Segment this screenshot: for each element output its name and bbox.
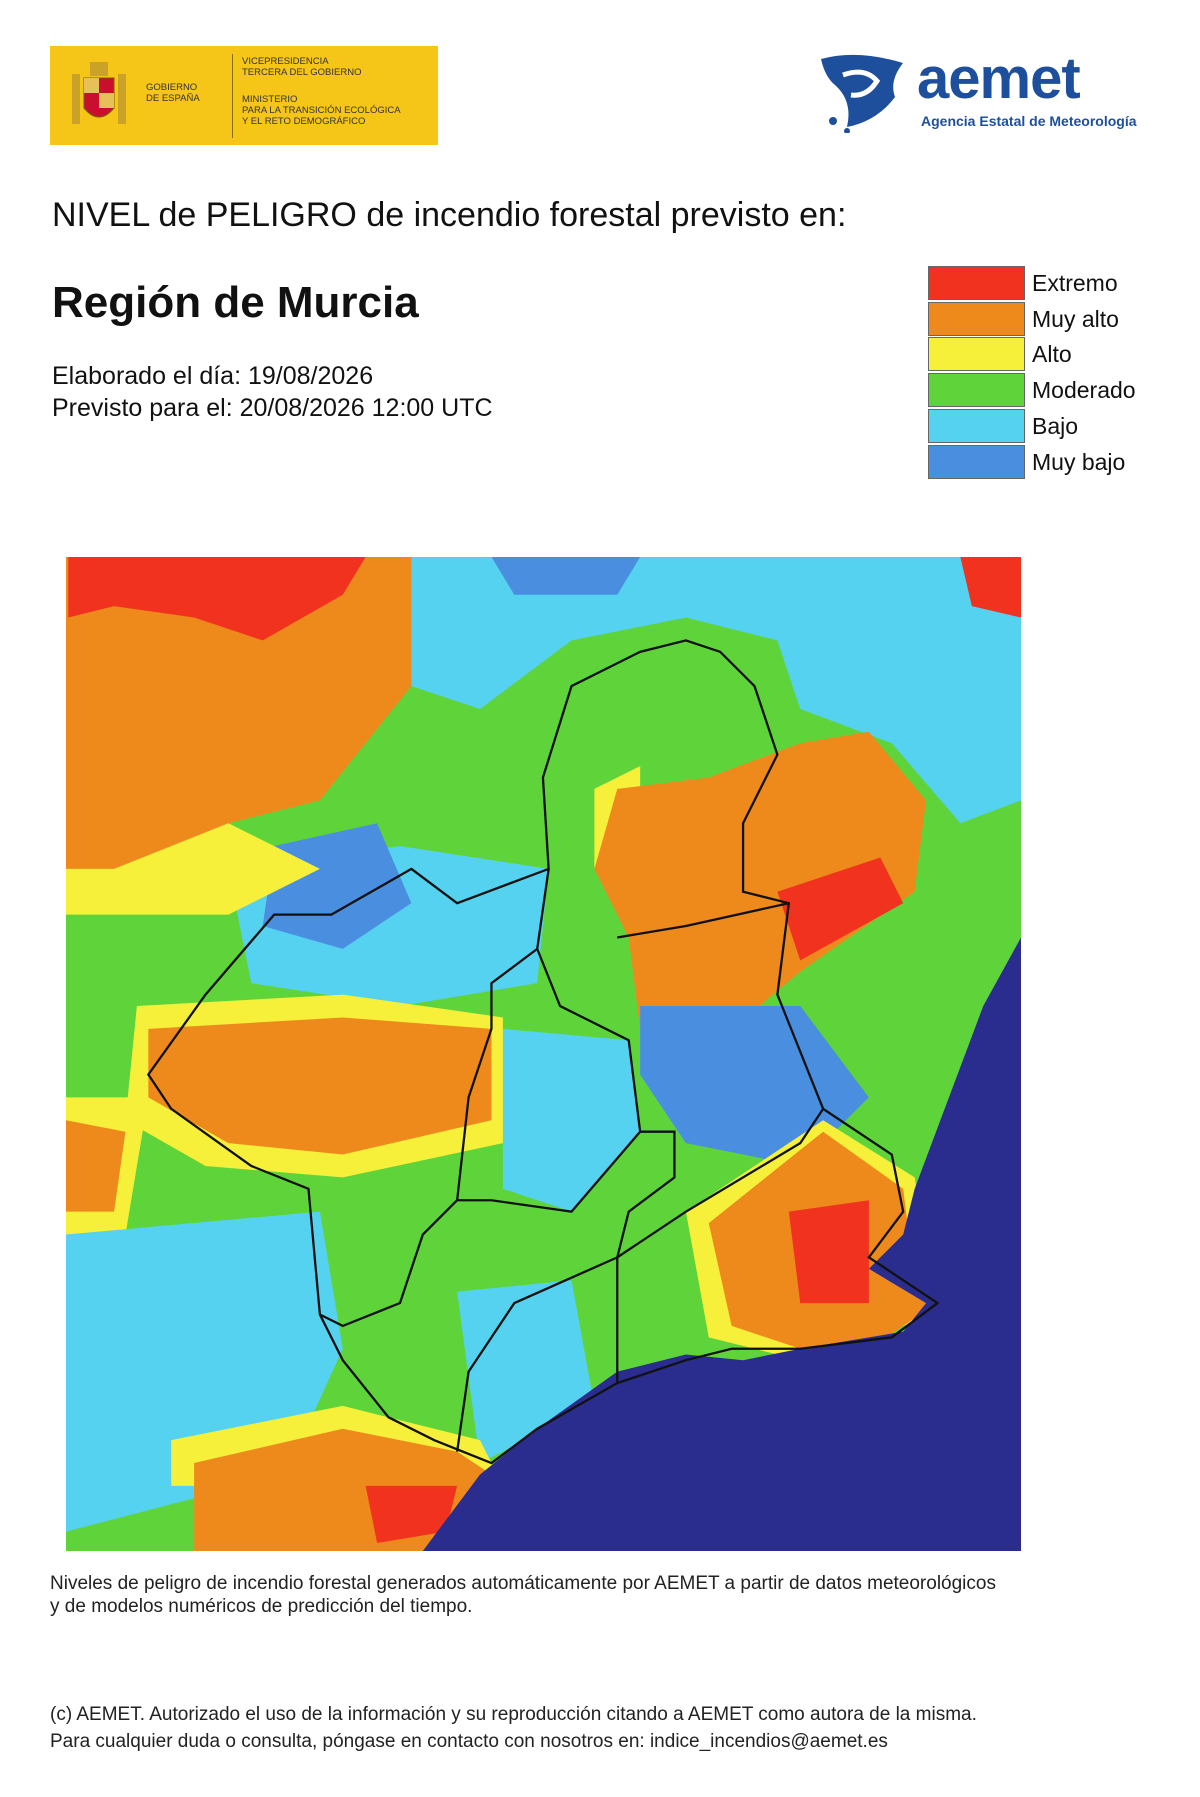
aemet-logo: aemet Agencia Estatal de Meteorología (817, 46, 1149, 133)
map-area (502, 1028, 641, 1212)
region-borders (146, 639, 940, 1465)
map-area (377, 557, 1021, 824)
coat-of-arms (72, 62, 126, 124)
map-area (68, 557, 366, 641)
legend-swatch (928, 444, 1025, 479)
legend-label: Extremo (1032, 270, 1118, 296)
gov-name-line: DE ESPAÑA (146, 93, 200, 104)
map-area (148, 1017, 492, 1155)
legend-swatch (928, 408, 1025, 443)
copyright: Para cualquier duda o consulta, póngase … (50, 1731, 888, 1752)
gov-ministry-line: MINISTERIO (242, 94, 298, 105)
gov-ministry-line: PARA LA TRANSICIÓN ECOLÓGICA (242, 105, 401, 116)
map-area (788, 1200, 869, 1304)
region-name: Región de Murcia (52, 278, 419, 327)
aemet-subtitle: Agencia Estatal de Meteorología (921, 113, 1137, 129)
legend-label: Bajo (1032, 412, 1079, 439)
legend-swatch (928, 301, 1025, 336)
gov-name-line: GOBIERNO (146, 82, 198, 93)
gov-name: GOBIERNO DE ESPAÑA (146, 82, 200, 104)
gov-ministry: MINISTERIO PARA LA TRANSICIÓN ECOLÓGICA … (242, 94, 401, 127)
map-area (66, 1120, 126, 1212)
valid-date: Previsto para el: 20/08/2026 12:00 UTC (52, 394, 493, 422)
map-area (365, 1485, 458, 1544)
map-area (66, 557, 412, 869)
gov-office-line: TERCERA DEL GOBIERNO (242, 67, 362, 78)
government-logo: GOBIERNO DE ESPAÑA VICEPRESIDENCIA TERCE… (50, 46, 438, 145)
legend-label: Alto (1032, 341, 1072, 368)
legend-swatch (928, 266, 1025, 300)
gov-ministry-line: Y EL RETO DEMOGRÁFICO (242, 116, 366, 127)
legend-label: Moderado (1032, 377, 1136, 404)
copyright: (c) AEMET. Autorizado el uso de la infor… (50, 1704, 977, 1725)
legend-label: Muy alto (1032, 305, 1119, 332)
legend-swatch (928, 373, 1025, 408)
issued-date: Elaborado el día: 19/08/2026 (52, 362, 374, 390)
map-area (594, 731, 927, 1029)
footer-note: Niveles de peligro de incendio forestal … (50, 1573, 996, 1594)
title: NIVEL de PELIGRO de incendio forestal pr… (52, 196, 847, 234)
aemet-symbol (821, 54, 903, 133)
aemet-name: aemet (917, 46, 1081, 111)
map-area (491, 557, 641, 595)
map-area (262, 823, 412, 949)
map-area (960, 557, 1021, 618)
gov-office: VICEPRESIDENCIA TERCERA DEL GOBIERNO (242, 56, 361, 78)
legend-label: Muy bajo (1032, 448, 1126, 475)
hazard-map (66, 557, 1021, 1551)
footer-note: y de modelos numéricos de predicción del… (50, 1596, 473, 1617)
map-area (777, 857, 904, 961)
sea (422, 937, 1021, 1551)
gov-office-line: VICEPRESIDENCIA (242, 56, 329, 67)
legend-swatch (928, 337, 1025, 372)
